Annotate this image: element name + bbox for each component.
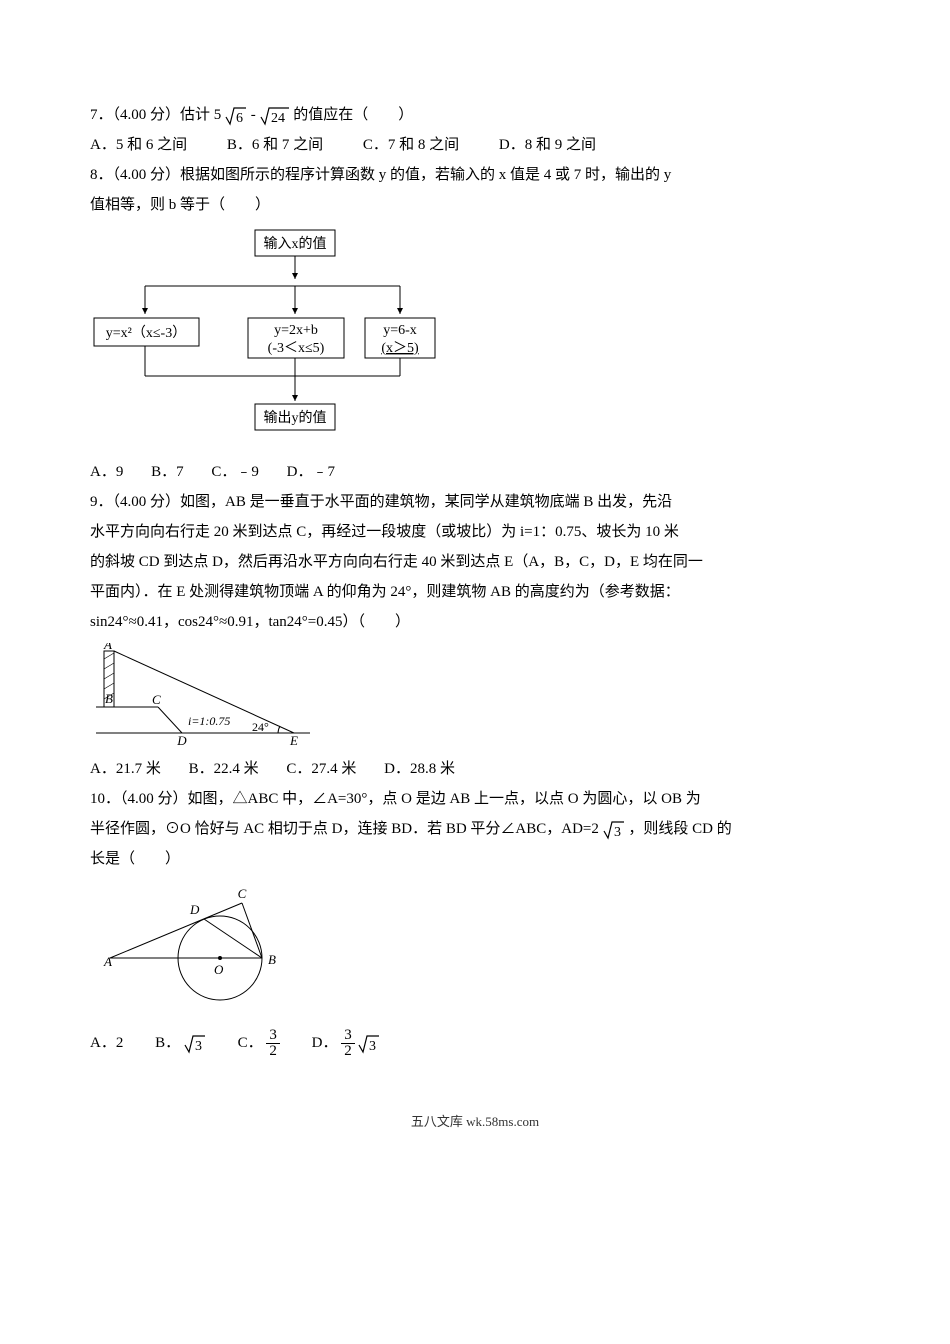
flow-out: 输出y的值 (264, 410, 327, 426)
q10-stem2a: 半径作圆，⊙O 恰好与 AC 相切于点 D，连接 BD．若 BD 平分∠ABC，… (90, 821, 599, 837)
q9-choices: A．21.7 米 B．22.4 米 C．27.4 米 D．28.8 米 (90, 754, 860, 784)
q9-choice-c: C．27.4 米 (286, 761, 356, 777)
sqrt-icon: 3 (603, 820, 625, 840)
flow-left: y=x²（x≤-3） (106, 325, 186, 341)
sqrt-icon: 6 (225, 106, 247, 126)
q9-stem1: 9．（4.00 分）如图，AB 是一垂直于水平面的建筑物，某同学从建筑物底端 B… (90, 487, 860, 517)
q8-choices: A．9 B．7 C．﹣9 D．﹣7 (90, 457, 860, 487)
q10-c-pre: C． (238, 1035, 263, 1051)
q10-choice-a: A．2 (90, 1035, 123, 1051)
q7-choice-d: D．8 和 9 之间 (499, 137, 596, 153)
page-footer: 五八文库 wk.58ms.com (90, 1109, 860, 1135)
flow-mid1: y=2x+b (274, 323, 318, 338)
q7-sqrt1: 6 (236, 111, 243, 126)
q9-diagram: A B C D E i=1:0.75 24° (90, 643, 860, 748)
q9-stem3: 的斜坡 CD 到达点 D，然后再沿水平方向向右行走 40 米到达点 E（A，B，… (90, 547, 860, 577)
q7-choice-b: B．6 和 7 之间 (227, 137, 323, 153)
q9-angle: 24° (252, 720, 269, 734)
q7-text-b: 的值应在（ ） (293, 107, 413, 123)
fraction-icon: 3 2 (266, 1028, 280, 1059)
q10-choices: A．2 B． 3 C． 3 2 D． 3 2 3 (90, 1028, 860, 1059)
q10-A: A (103, 954, 112, 969)
q9-choice-a: A．21.7 米 (90, 761, 161, 777)
q10-D: D (189, 902, 200, 917)
q8-stem1: 8．（4.00 分）根据如图所示的程序计算函数 y 的值，若输入的 x 值是 4… (90, 160, 860, 190)
q10-C: C (238, 886, 247, 901)
sqrt-icon: 3 (184, 1034, 206, 1054)
flow-mid2: (-3＜x≤5) (268, 341, 325, 356)
flow-right2: (x＞5) (381, 341, 419, 356)
fraction-icon: 3 2 (341, 1028, 355, 1059)
q10-choice-b: B． 3 (155, 1035, 210, 1051)
sqrt-icon: 24 (260, 106, 290, 126)
q10-stem1: 10．（4.00 分）如图，△ABC 中，∠A=30°，点 O 是边 AB 上一… (90, 784, 860, 814)
flow-in: 输入x的值 (264, 236, 327, 252)
q10-stem3: 长是（ ） (90, 844, 860, 874)
flow-right1: y=6-x (383, 323, 417, 338)
q9-D: D (176, 733, 187, 748)
q9-stem5: sin24°≈0.41，cos24°≈0.91，tan24°=0.45）（ ） (90, 607, 860, 637)
q7-choice-c: C．7 和 8 之间 (363, 137, 459, 153)
q10-sqrt1: 3 (614, 825, 621, 840)
q10-choice-d: D． 3 2 3 (312, 1035, 381, 1051)
q10-diagram: A B C D O (90, 880, 860, 1010)
q10-d-pre: D． (312, 1035, 338, 1051)
svg-text:3: 3 (195, 1039, 202, 1054)
q10-b-pre: B． (155, 1035, 180, 1051)
q9-C: C (152, 692, 161, 707)
q8-choice-b: B．7 (151, 464, 184, 480)
q10-B: B (268, 952, 276, 967)
q7-choices: A．5 和 6 之间 B．6 和 7 之间 C．7 和 8 之间 D．8 和 9… (90, 130, 860, 160)
svg-text:3: 3 (369, 1039, 376, 1054)
q10-O: O (214, 962, 224, 977)
q9-choice-b: B．22.4 米 (189, 761, 259, 777)
q9-slope: i=1:0.75 (188, 714, 230, 728)
q7-text-a: 7．（4.00 分）估计 5 (90, 107, 221, 123)
q9-E: E (289, 733, 298, 748)
q8-stem2: 值相等，则 b 等于（ ） (90, 190, 860, 220)
q9-choice-d: D．28.8 米 (384, 761, 455, 777)
q9-A: A (103, 643, 112, 652)
q10-stem2: 半径作圆，⊙O 恰好与 AC 相切于点 D，连接 BD．若 BD 平分∠ABC，… (90, 814, 860, 844)
q8-choice-a: A．9 (90, 464, 123, 480)
q9-stem2: 水平方向向右行走 20 米到达点 C，再经过一段坡度（或坡比）为 i=1：0.7… (90, 517, 860, 547)
q7-mid: - (251, 107, 260, 123)
q10-stem2b: ，则线段 CD 的 (628, 821, 731, 837)
q9-B: B (105, 691, 113, 706)
q9-stem4: 平面内）．在 E 处测得建筑物顶端 A 的仰角为 24°，则建筑物 AB 的高度… (90, 577, 860, 607)
q8-choice-c: C．﹣9 (211, 464, 259, 480)
q8-choice-d: D．﹣7 (287, 464, 335, 480)
q7-choice-a: A．5 和 6 之间 (90, 137, 187, 153)
q7-stem: 7．（4.00 分）估计 5 6 - 24 的值应在（ ） (90, 100, 860, 130)
q10-choice-c: C． 3 2 (238, 1035, 284, 1051)
q7-sqrt2: 24 (271, 111, 285, 126)
sqrt-icon: 3 (358, 1034, 380, 1054)
q8-flowchart: 输入x的值 y=x²（x≤-3） y=2x+b (-3＜x≤5) y=6-x (… (90, 226, 860, 441)
